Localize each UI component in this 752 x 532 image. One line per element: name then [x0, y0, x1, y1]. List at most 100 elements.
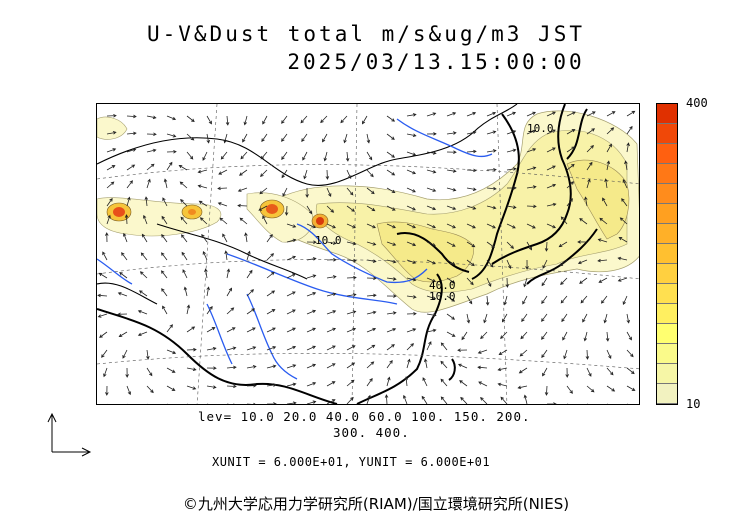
wind-arrow	[306, 223, 317, 229]
wind-arrow	[500, 331, 508, 339]
wind-arrow	[105, 232, 109, 243]
wind-arrow	[121, 252, 128, 261]
wind-arrow	[266, 234, 273, 243]
wind-arrow	[225, 115, 230, 126]
wind-arrow	[206, 366, 217, 370]
wind-arrow	[541, 277, 548, 287]
wind-arrow	[541, 295, 548, 304]
wind-arrow	[366, 169, 374, 178]
contour-levels-line2: 300. 400.	[333, 425, 410, 440]
wind-arrow	[346, 362, 356, 369]
wind-arrow	[446, 295, 456, 302]
color-scale-segment	[657, 304, 677, 324]
wind-arrow	[606, 367, 614, 376]
wind-arrow	[204, 268, 208, 279]
wind-arrow	[146, 367, 153, 377]
wind-arrow	[260, 151, 268, 160]
wind-arrow	[146, 349, 150, 360]
wind-arrow	[366, 151, 373, 161]
wind-arrow	[480, 397, 488, 404]
wind-arrow	[457, 348, 468, 352]
color-scale-segment	[657, 324, 677, 344]
wind-arrow	[102, 251, 108, 261]
wind-arrow	[323, 151, 328, 162]
wind-arrow	[459, 380, 468, 387]
wind-arrow	[506, 223, 516, 229]
wind-arrow	[259, 187, 268, 195]
wind-arrow	[144, 196, 149, 207]
wind-arrow	[446, 150, 457, 154]
wind-arrow	[546, 111, 556, 117]
wind-arrow	[266, 290, 276, 297]
wind-arrow	[124, 214, 129, 225]
wind-arrow	[126, 180, 133, 189]
wind-arrow	[603, 313, 608, 324]
wind-arrow	[558, 241, 568, 248]
wind-arrow	[366, 310, 377, 315]
wind-arrow	[224, 250, 228, 261]
wind-arrow	[580, 295, 588, 304]
wind-arrow	[301, 133, 308, 143]
wind-arrow	[366, 394, 371, 404]
wind-arrow	[486, 241, 495, 248]
wind-arrow	[306, 205, 313, 215]
wind-arrow	[466, 241, 476, 248]
wind-arrow	[622, 295, 628, 305]
wind-arrow	[243, 115, 248, 126]
wind-arrow	[526, 148, 537, 153]
wind-arrow	[345, 151, 350, 162]
wind-arrow	[506, 148, 517, 153]
wind-arrow	[346, 379, 355, 387]
wind-arrow	[147, 403, 148, 404]
wind-arrow	[486, 149, 497, 153]
wind-arrow	[503, 295, 508, 306]
wind-arrow	[326, 292, 337, 297]
wind-arrow	[497, 382, 508, 387]
wind-arrow	[303, 169, 308, 180]
wind-arrow	[600, 295, 608, 304]
wind-arrow	[266, 383, 277, 387]
wind-arrow	[181, 251, 188, 261]
wind-arrow	[286, 364, 297, 369]
wind-arrow	[226, 307, 235, 315]
wind-arrow	[300, 115, 308, 124]
wind-arrow	[585, 349, 590, 360]
wind-arrow	[126, 164, 136, 171]
wind-vectors	[97, 110, 636, 404]
wind-arrow	[466, 295, 473, 305]
vector-units-text: XUNIT = 6.000E+01, YUNIT = 6.000E+01	[212, 455, 491, 469]
wind-arrow	[506, 186, 517, 190]
wind-arrow	[366, 205, 376, 212]
wind-arrow	[466, 223, 476, 229]
wind-arrow	[560, 277, 568, 286]
wind-arrow	[586, 178, 591, 189]
wind-arrow	[426, 169, 437, 174]
wind-arrow	[181, 234, 188, 243]
color-scale-min-label: 10	[686, 397, 701, 411]
wind-arrow	[406, 259, 417, 264]
wind-arrow	[567, 403, 569, 404]
wind-arrow	[542, 367, 548, 377]
wind-arrow	[166, 149, 177, 154]
wind-arrow	[286, 273, 296, 279]
wind-arrow	[326, 241, 337, 245]
wind-arrow	[526, 241, 533, 251]
wind-arrow	[466, 111, 477, 117]
wind-arrow	[586, 111, 596, 117]
wind-arrow	[126, 196, 131, 207]
wind-arrow	[266, 402, 277, 404]
wind-arrow	[583, 331, 588, 342]
wind-arrow	[197, 169, 208, 174]
contour-label: 10.0	[527, 122, 554, 135]
wind-arrow	[366, 377, 373, 387]
wind-arrow	[186, 304, 191, 315]
wind-arrow	[366, 276, 377, 281]
wind-arrow	[460, 396, 468, 404]
wind-arrow	[160, 270, 168, 279]
wind-arrow	[446, 241, 456, 247]
borders	[97, 104, 518, 305]
wind-arrow	[340, 115, 348, 124]
wind-arrow	[226, 268, 231, 279]
wind-arrow	[226, 365, 237, 370]
wind-arrow	[219, 217, 228, 225]
